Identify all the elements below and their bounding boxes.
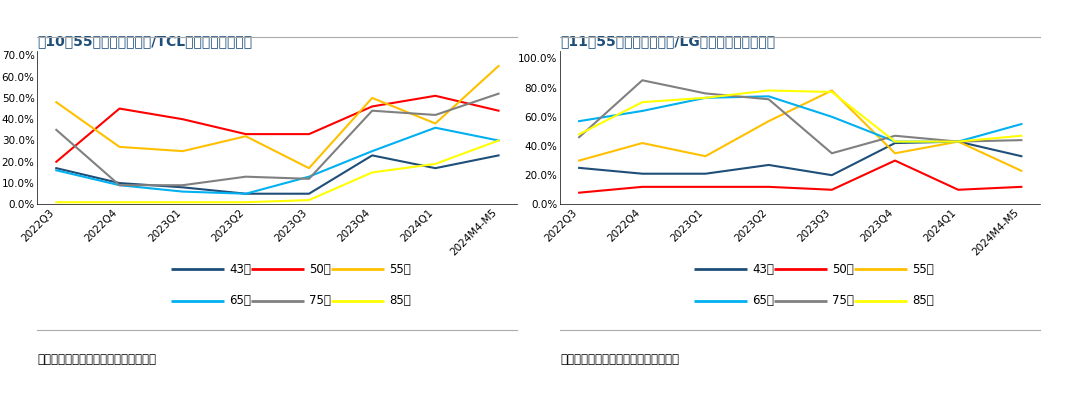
Text: 75寸: 75寸 (832, 294, 855, 307)
Text: 数据来源：卖家精灵、开源证券研究所: 数据来源：卖家精灵、开源证券研究所 (37, 353, 157, 366)
Text: 50寸: 50寸 (309, 263, 331, 276)
Text: 55寸: 55寸 (912, 263, 934, 276)
Text: 图10：55寸以上市场海信/TCL合计份额稳步提升: 图10：55寸以上市场海信/TCL合计份额稳步提升 (37, 35, 253, 48)
Text: 数据来源：卖家精灵、开源证券研究所: 数据来源：卖家精灵、开源证券研究所 (560, 353, 680, 366)
Text: 50寸: 50寸 (832, 263, 854, 276)
Text: 43寸: 43寸 (752, 263, 775, 276)
Text: 65寸: 65寸 (229, 294, 252, 307)
Text: 43寸: 43寸 (229, 263, 252, 276)
Text: 65寸: 65寸 (752, 294, 775, 307)
Text: 图11：55寸以上市场三星/LG合计份额呈下降趋势: 图11：55寸以上市场三星/LG合计份额呈下降趋势 (560, 35, 776, 48)
Text: 75寸: 75寸 (309, 294, 332, 307)
Text: 55寸: 55寸 (389, 263, 411, 276)
Text: 85寸: 85寸 (912, 294, 934, 307)
Text: 85寸: 85寸 (389, 294, 411, 307)
